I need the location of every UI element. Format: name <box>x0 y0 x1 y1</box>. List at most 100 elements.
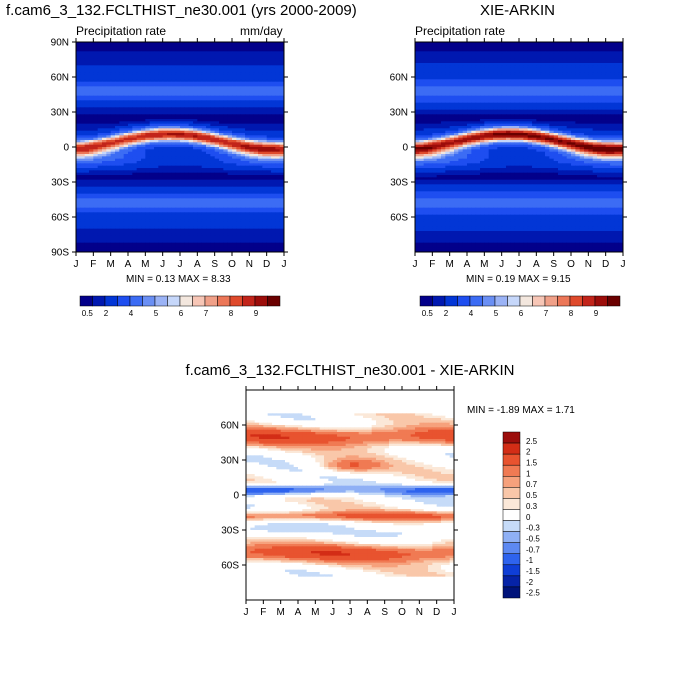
chart1-cell <box>89 226 94 230</box>
chart1-cell <box>89 133 94 136</box>
chart1-cell <box>158 212 164 216</box>
chart1-cell <box>245 86 250 90</box>
chart1-cell <box>84 165 90 169</box>
chart1-cell <box>149 214 155 218</box>
chart1-cell <box>110 247 116 251</box>
chart1-cell <box>188 161 194 164</box>
chart1-cell <box>214 198 220 202</box>
chart1-cell <box>149 95 155 99</box>
chart1-cell <box>245 126 250 129</box>
chart1-cell <box>210 88 216 92</box>
chart2-cell <box>445 58 451 62</box>
chart1-cell <box>258 231 263 234</box>
chart1-cell <box>97 161 103 164</box>
chart1-cell <box>162 231 168 234</box>
chart1-cell <box>188 133 194 136</box>
chart1-cell <box>249 149 255 153</box>
chart1-cell <box>123 154 129 157</box>
chart1-cell <box>93 142 99 146</box>
chart1-cell <box>145 72 151 76</box>
chart1-cell <box>110 60 116 64</box>
chart1-cell <box>110 93 116 97</box>
chart1-cell <box>106 193 112 197</box>
chart1-cell <box>219 156 224 160</box>
chart2-cell <box>545 60 550 64</box>
chart1-cell <box>236 107 242 111</box>
chart1-cell <box>253 245 259 248</box>
chart1-cell <box>227 140 233 143</box>
chart1-cell <box>171 245 177 248</box>
chart1-cell <box>136 158 142 162</box>
chart1-cell <box>167 249 172 253</box>
chart1-cell <box>271 233 276 237</box>
chart1-cell <box>279 109 285 113</box>
chart1-cell <box>201 203 207 206</box>
chart1-cell <box>271 226 276 230</box>
chart1-cell <box>102 137 107 141</box>
chart1-cell <box>167 170 172 174</box>
chart1-cell <box>197 210 203 213</box>
chart1-cell <box>236 95 242 99</box>
chart1-cell <box>136 198 142 202</box>
chart1-cell <box>132 214 138 218</box>
chart1-cell <box>84 60 90 64</box>
chart2-cell <box>441 63 446 66</box>
chart2-cell <box>571 53 576 57</box>
chart1-cell <box>240 233 246 237</box>
chart1-cell <box>245 154 250 157</box>
chart1-cell <box>227 219 233 223</box>
chart1-cell <box>249 128 255 132</box>
chart2-cell <box>614 51 620 55</box>
chart1-cell <box>275 77 281 80</box>
chart1-cell <box>253 79 259 83</box>
chart2-cell <box>506 42 511 45</box>
chart1-cell <box>154 235 159 239</box>
chart1-cell <box>89 77 94 80</box>
chart1-cell <box>210 179 216 183</box>
chart1-cell <box>232 165 237 169</box>
chart1-cell <box>219 114 224 118</box>
chart1-cell <box>188 186 194 190</box>
chart1-cell <box>197 114 203 118</box>
chart1-cell <box>115 100 120 104</box>
chart1-cell <box>258 196 263 199</box>
chart1-cell <box>266 186 272 190</box>
chart1-cell <box>249 123 255 127</box>
chart1-cell <box>110 95 116 99</box>
chart1-cell <box>262 109 268 113</box>
chart1-cell <box>210 207 216 211</box>
chart1-cell <box>115 116 120 120</box>
chart2-cell <box>566 56 572 59</box>
chart1-cell <box>84 44 90 48</box>
chart1-cell <box>80 158 86 162</box>
chart1-cell <box>223 161 229 164</box>
chart1-cell <box>266 44 272 48</box>
chart1-cell <box>206 109 211 113</box>
chart1-cell <box>123 172 129 176</box>
chart1-cell <box>154 221 159 225</box>
chart1-cell <box>201 130 207 134</box>
chart1-cell <box>136 84 142 87</box>
chart2-cell <box>501 42 507 45</box>
chart1-cell <box>132 203 138 206</box>
chart1-cell <box>266 72 272 76</box>
chart1-cell <box>171 163 177 167</box>
chart1-cell <box>175 142 181 146</box>
chart2-cell <box>458 67 464 71</box>
chart1-cell <box>97 198 103 202</box>
chart1-cell <box>128 126 133 129</box>
chart1-cell <box>227 238 233 241</box>
chart1-cell <box>258 228 263 232</box>
chart1-cell <box>188 72 194 76</box>
chart1-cell <box>184 242 190 246</box>
chart1-cell <box>149 217 155 220</box>
chart1-cell <box>223 189 229 192</box>
chart1-cell <box>89 79 94 83</box>
chart1-cell <box>245 107 250 111</box>
chart1-cell <box>132 219 138 223</box>
chart1-cell <box>232 105 237 108</box>
chart1-cell <box>167 123 172 127</box>
chart1-cell <box>206 196 211 199</box>
chart1-cell <box>201 196 207 199</box>
chart1-cell <box>266 93 272 97</box>
